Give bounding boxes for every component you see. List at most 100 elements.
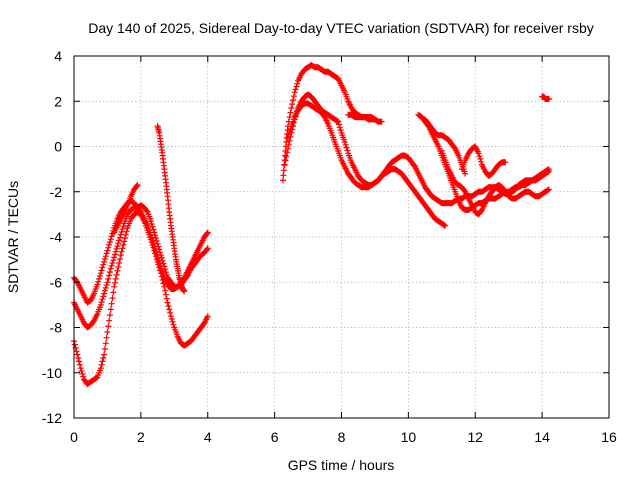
data-point (143, 208, 150, 214)
data-point (157, 262, 164, 269)
series-arc-14 (539, 93, 552, 102)
data-point (203, 230, 210, 237)
y-tick-label: -6 (50, 274, 63, 290)
data-point (283, 153, 290, 160)
data-point (117, 256, 123, 263)
data-point (292, 86, 299, 93)
data-point (114, 243, 121, 250)
data-point (97, 365, 104, 372)
data-point (156, 260, 163, 266)
data-point (112, 248, 119, 255)
data-point (104, 329, 111, 335)
data-point (280, 177, 286, 184)
data-point (286, 137, 293, 144)
data-point (285, 145, 291, 152)
data-point (104, 279, 111, 286)
data-point (280, 167, 287, 174)
data-point (116, 260, 123, 266)
data-point (163, 291, 169, 298)
data-points (71, 62, 552, 388)
data-point (95, 278, 102, 285)
data-point (119, 226, 126, 233)
data-point (163, 295, 170, 302)
data-point (100, 293, 107, 300)
data-point (105, 244, 112, 251)
data-point (94, 281, 101, 288)
data-point (98, 267, 105, 274)
data-point (106, 312, 113, 319)
data-point (149, 237, 156, 244)
data-point (115, 240, 122, 247)
data-point (204, 313, 211, 320)
data-point (120, 223, 127, 230)
data-point (102, 340, 109, 347)
y-tick-label: -12 (42, 410, 62, 426)
data-point (97, 301, 104, 308)
data-point (103, 334, 110, 341)
y-tick-label: 2 (54, 93, 62, 109)
data-point (101, 287, 108, 294)
data-point (101, 290, 108, 297)
data-point (282, 157, 289, 164)
series-arc-9 (345, 111, 385, 125)
series-arc-13 (458, 143, 509, 179)
data-point (148, 234, 155, 241)
y-tick-label: -2 (50, 184, 63, 200)
data-point (99, 264, 106, 271)
data-point (101, 258, 108, 265)
data-point (75, 355, 82, 361)
data-point (107, 265, 114, 272)
data-point (106, 272, 113, 279)
data-point (107, 236, 114, 243)
data-point (290, 93, 297, 100)
data-point (290, 97, 296, 104)
data-point (344, 147, 351, 154)
data-point (112, 251, 118, 258)
data-point (104, 247, 111, 254)
y-axis-label: SDTVAR / TECUs (5, 181, 21, 293)
data-point (167, 309, 174, 316)
data-point (101, 346, 108, 352)
data-point (108, 233, 115, 240)
data-point (103, 282, 110, 289)
data-point (108, 300, 115, 307)
data-point (378, 118, 385, 125)
axis-ticks (73, 55, 610, 419)
data-point (101, 256, 108, 263)
data-point (163, 269, 169, 276)
data-point (100, 355, 107, 361)
data-point (478, 158, 485, 165)
data-point (112, 275, 119, 282)
series-arc-8 (285, 100, 552, 207)
data-point (118, 248, 125, 255)
data-point (152, 248, 159, 255)
data-point (285, 131, 292, 138)
data-point (476, 153, 483, 160)
data-point (291, 89, 298, 96)
data-point (181, 288, 188, 295)
x-tick-label: 10 (401, 429, 417, 445)
data-point (133, 183, 140, 190)
y-tick-labels: -12 -10 -8 -6 -4 -2 0 2 4 (42, 48, 62, 426)
data-point (342, 141, 349, 148)
data-point (335, 118, 342, 125)
series-arc-12 (438, 148, 552, 218)
data-point (289, 101, 296, 108)
data-point (336, 124, 343, 131)
data-point (110, 257, 117, 264)
data-point (169, 318, 176, 325)
data-point (168, 316, 175, 322)
data-point (293, 83, 300, 90)
data-point (105, 275, 112, 282)
data-point (154, 254, 161, 261)
data-point (477, 155, 484, 162)
data-point (204, 229, 211, 236)
data-point (153, 251, 160, 258)
x-tick-label: 6 (271, 429, 279, 445)
data-point (74, 351, 81, 358)
data-point (545, 96, 552, 102)
data-point (106, 241, 113, 248)
data-point (77, 365, 84, 372)
data-point (105, 323, 112, 330)
